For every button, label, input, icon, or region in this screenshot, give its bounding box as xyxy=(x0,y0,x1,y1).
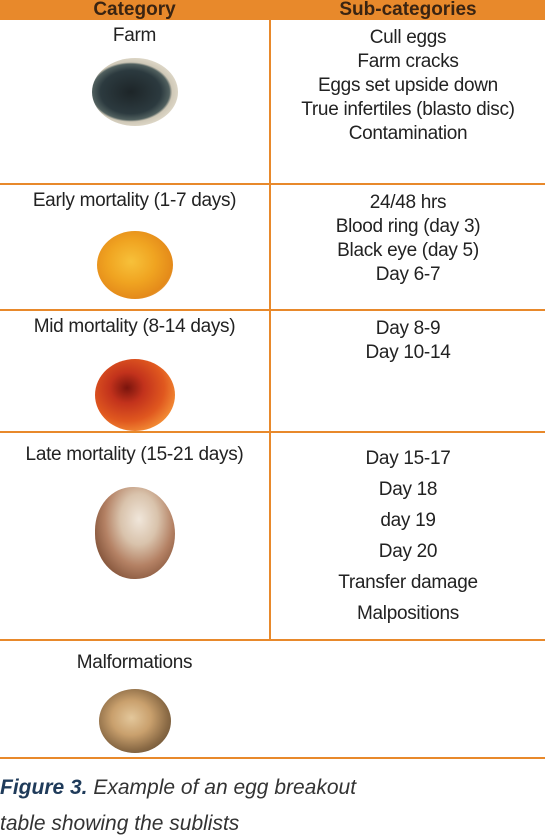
category-cell: Mid mortality (8-14 days) xyxy=(0,310,271,433)
egg-malformed-icon xyxy=(98,689,171,753)
header-category: Category xyxy=(0,0,271,20)
subcategory-item: Malpositions xyxy=(356,603,459,624)
category-label: Late mortality (15-21 days) xyxy=(25,444,244,465)
category-label: Malformations xyxy=(76,652,193,673)
table-row: Late mortality (15-21 days) Day 15-17 Da… xyxy=(0,432,545,641)
header-subcategories: Sub-categories xyxy=(270,0,545,20)
subcategory-item: Day 20 xyxy=(378,541,438,562)
subcategory-cell: Cull eggs Farm cracks Eggs set upside do… xyxy=(270,20,545,185)
category-label: Mid mortality (8-14 days) xyxy=(33,316,236,337)
category-cell: Farm xyxy=(0,20,271,185)
subcategory-item: Contamination xyxy=(348,123,468,144)
breakout-table: Category Sub-categories Farm Cull eggs F… xyxy=(0,0,545,759)
table-row: Mid mortality (8-14 days) Day 8-9 Day 10… xyxy=(0,310,545,433)
egg-embryo-red-icon xyxy=(94,359,175,431)
subcategory-item: Eggs set upside down xyxy=(318,75,498,96)
table-row: Farm Cull eggs Farm cracks Eggs set upsi… xyxy=(0,20,545,185)
category-label: Early mortality (1-7 days) xyxy=(32,190,237,211)
caption-continuation: table showing the sublists xyxy=(0,812,240,835)
figure-caption: Figure 3. Example of an egg breakout tab… xyxy=(0,774,545,835)
category-label: Farm xyxy=(112,25,157,46)
subcategory-item: Day 10-14 xyxy=(365,342,451,363)
category-cell: Early mortality (1-7 days) xyxy=(0,184,271,311)
subcategory-item: 24/48 hrs xyxy=(369,192,447,213)
subcategory-item: day 19 xyxy=(380,510,436,531)
table-row: Early mortality (1-7 days) 24/48 hrs Blo… xyxy=(0,184,545,311)
subcategory-item: True infertiles (blasto disc) xyxy=(301,99,515,120)
egg-chick-shell-icon xyxy=(94,487,175,579)
subcategory-item: Blood ring (day 3) xyxy=(335,216,481,237)
table-row: Malformations xyxy=(0,640,545,759)
egg-broken-dark-icon xyxy=(91,58,178,126)
subcategory-item: Black eye (day 5) xyxy=(337,240,479,261)
subcategory-cell: Day 15-17 Day 18 day 19 Day 20 Transfer … xyxy=(270,432,545,641)
category-cell: Late mortality (15-21 days) xyxy=(0,432,271,641)
subcategory-item: Day 8-9 xyxy=(375,318,441,339)
subcategory-item: Transfer damage xyxy=(338,572,478,593)
figure-label: Figure 3. xyxy=(0,776,88,799)
subcategory-item: Farm cracks xyxy=(357,51,459,72)
subcategory-cell: 24/48 hrs Blood ring (day 3) Black eye (… xyxy=(270,184,545,311)
table-header-row: Category Sub-categories xyxy=(0,0,545,20)
subcategory-item: Day 18 xyxy=(378,479,438,500)
caption-text: Example of an egg breakout xyxy=(93,776,357,799)
subcategory-item: Cull eggs xyxy=(369,27,447,48)
subcategory-cell: Day 8-9 Day 10-14 xyxy=(270,310,545,433)
egg-yolk-icon xyxy=(96,231,173,299)
subcategory-item: Day 15-17 xyxy=(365,448,451,469)
subcategory-item: Day 6-7 xyxy=(375,264,441,285)
category-cell: Malformations xyxy=(0,640,545,759)
